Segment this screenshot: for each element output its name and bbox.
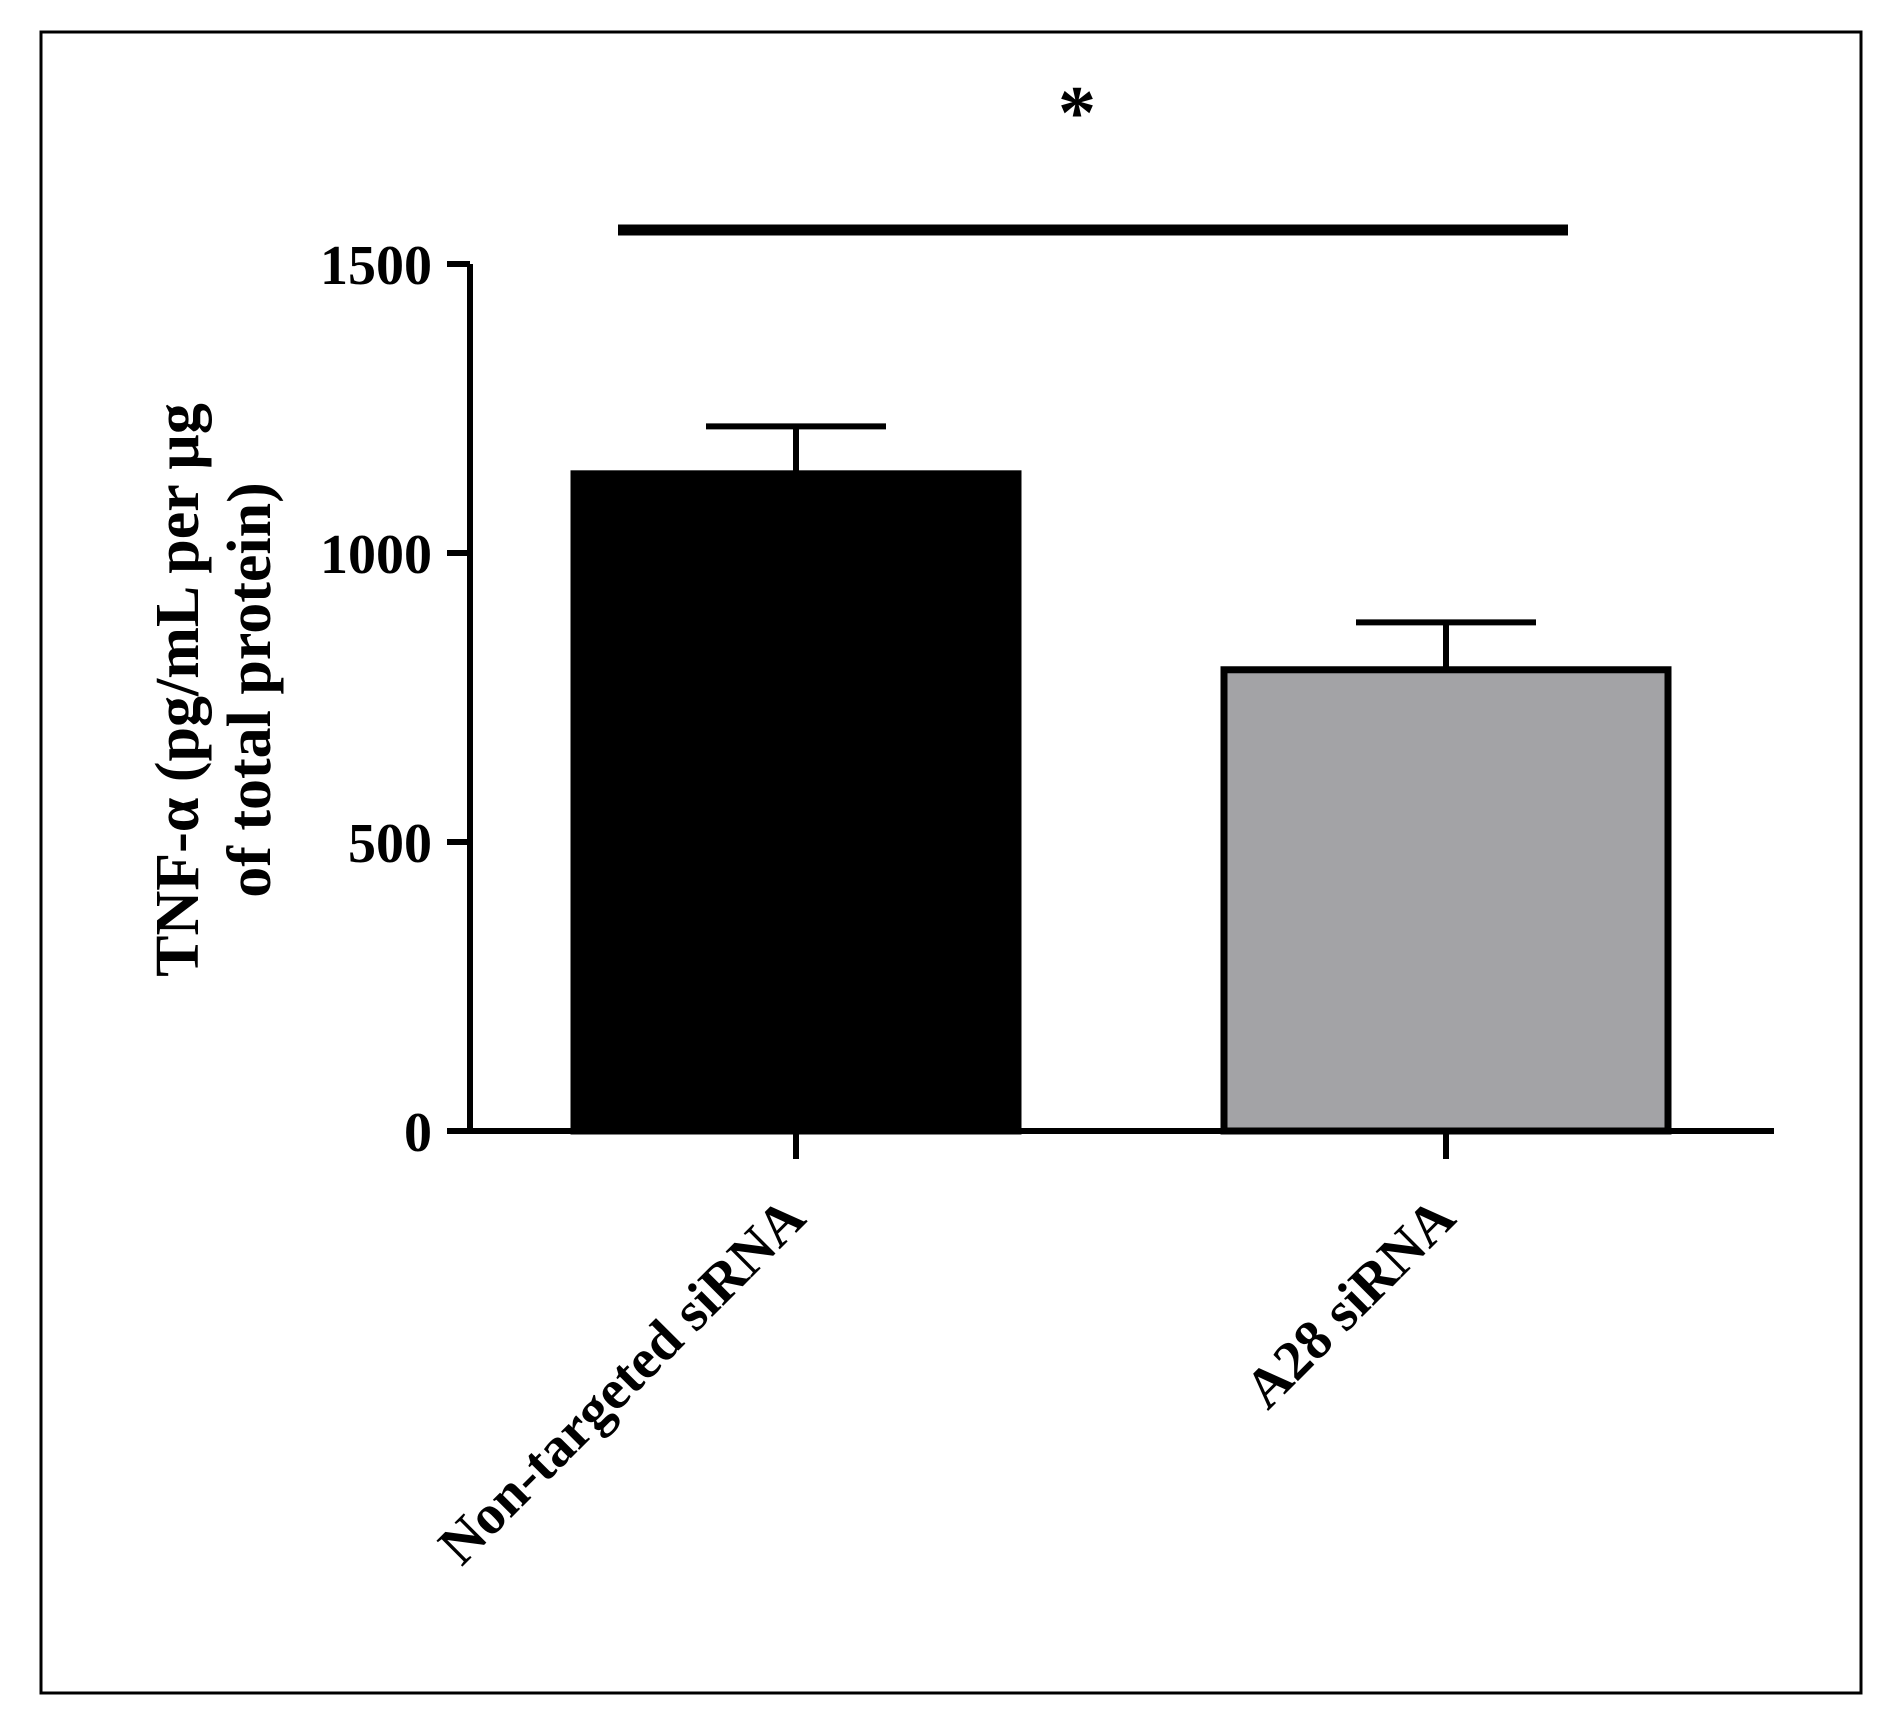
y-ticks: 0 500 1000 1500 <box>320 235 470 1164</box>
error-bars <box>706 423 1536 670</box>
significance-label: * <box>1058 71 1096 155</box>
x-tick-labels: Non-targeted siRNA A28 siRNA <box>427 1186 1468 1577</box>
y-tick-label: 1000 <box>320 524 432 586</box>
x-tick-label: Non-targeted siRNA <box>427 1186 818 1577</box>
y-axis-title-line2: of total protein) <box>216 482 284 898</box>
x-tick-label: A28 siRNA <box>1233 1186 1468 1421</box>
y-axis-title: TNF-α (pg/mL per µg of total protein) <box>144 403 284 977</box>
y-tick-label: 500 <box>348 813 432 875</box>
figure-frame <box>39 30 1863 1695</box>
y-tick-label: 0 <box>404 1102 432 1164</box>
y-tick-label: 1500 <box>320 235 432 297</box>
bar <box>570 470 1022 1135</box>
y-axis-title-line1: TNF-α (pg/mL per µg <box>144 403 212 977</box>
bar <box>1220 666 1672 1135</box>
bars <box>570 470 1672 1135</box>
x-ticks <box>793 1131 1449 1159</box>
